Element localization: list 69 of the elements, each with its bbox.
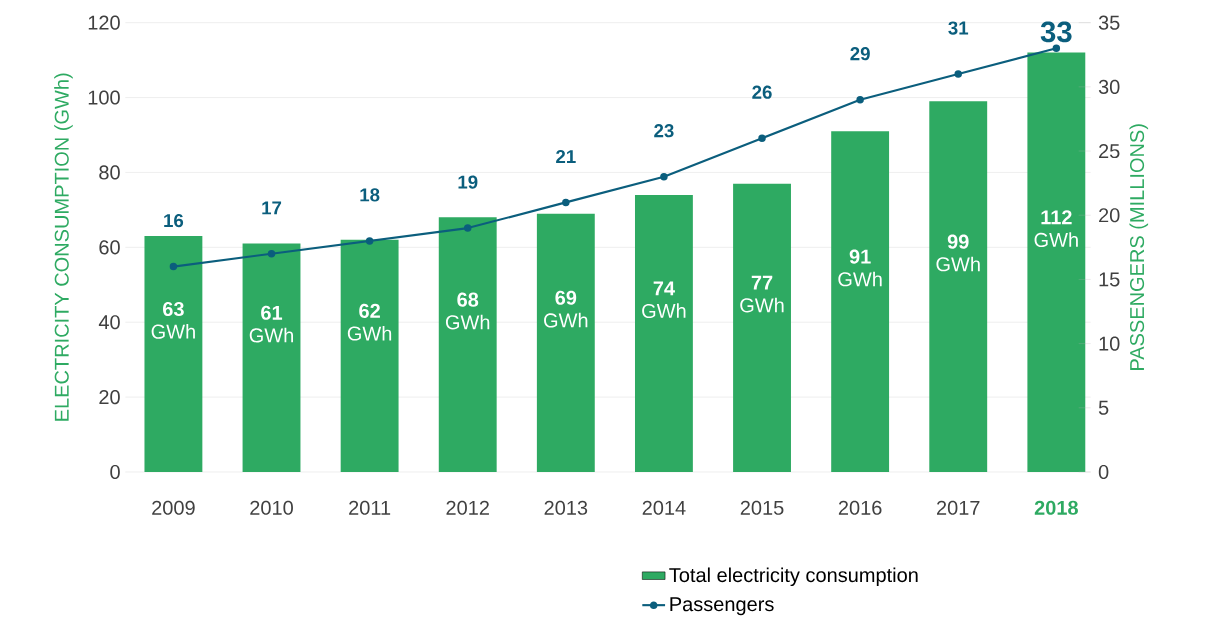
bar xyxy=(634,194,693,472)
point xyxy=(463,224,472,232)
y2-tick-label: 0 xyxy=(1098,464,1109,480)
x-tick-label: 2010 xyxy=(250,500,293,515)
point xyxy=(954,70,962,78)
y2-tick-label: 35 xyxy=(1098,15,1120,30)
data-label: 33 xyxy=(1040,21,1072,43)
y-tick-label: 20 xyxy=(99,390,120,405)
bar xyxy=(1027,52,1086,472)
data-label: 17 xyxy=(262,201,282,215)
data-label: 18 xyxy=(360,188,380,202)
y2-tick-label: 20 xyxy=(1099,208,1120,223)
data-label: 19 xyxy=(458,175,478,189)
point xyxy=(856,95,864,104)
data-label: 21 xyxy=(556,149,576,164)
x-tick-label: 2015 xyxy=(740,500,784,515)
x-tick-label: 2014 xyxy=(642,500,686,515)
x-tick-label: 2018 xyxy=(1034,500,1078,515)
point xyxy=(758,134,766,142)
bar xyxy=(929,101,988,472)
data-label: 26 xyxy=(752,85,772,99)
y-tick-label: 80 xyxy=(99,165,120,180)
y2-tick-label: 5 xyxy=(1098,400,1109,415)
data-label: 16 xyxy=(164,213,184,228)
x-tick-label: 2009 xyxy=(152,500,195,515)
y-tick-label: 100 xyxy=(88,90,120,105)
data-label: 63 GWh xyxy=(151,301,195,339)
y2-tick-label: 25 xyxy=(1099,143,1120,159)
point xyxy=(562,198,570,207)
bar xyxy=(144,236,203,472)
legend-label: Total electricity consumption xyxy=(669,567,918,587)
point xyxy=(169,262,178,271)
data-label: 112 GWh xyxy=(1034,210,1078,248)
y-tick-label: 0 xyxy=(110,464,120,480)
data-label: 62 GWh xyxy=(347,303,392,341)
x-tick-label: 2016 xyxy=(838,500,882,515)
y2-tick-label: 30 xyxy=(1098,79,1120,94)
y-tick-label: 60 xyxy=(99,240,120,255)
point xyxy=(365,237,374,245)
bar xyxy=(438,217,497,472)
data-label: 74 GWh xyxy=(642,281,686,319)
y-tick-label: 120 xyxy=(88,15,120,30)
y2-axis-title: PASSENGERS (MILLIONS) xyxy=(1129,124,1149,370)
data-label: 23 xyxy=(654,124,674,138)
y-axis-title: ELECTRICITY CONSUMPTION (GWh) xyxy=(54,73,73,421)
bar xyxy=(831,131,890,472)
x-tick-label: 2012 xyxy=(446,500,489,515)
x-tick-label: 2013 xyxy=(544,500,588,515)
y2-tick-label: 15 xyxy=(1099,272,1120,287)
point xyxy=(660,172,668,181)
y2-tick-label: 10 xyxy=(1099,336,1120,351)
data-label: 77 GWh xyxy=(740,275,784,313)
point xyxy=(267,250,276,258)
legend-label: Passengers xyxy=(670,597,774,616)
data-label: 31 xyxy=(948,21,969,35)
data-label: 69 GWh xyxy=(544,290,588,328)
data-label: 61 GWh xyxy=(249,305,294,343)
bar xyxy=(536,213,595,472)
bar xyxy=(340,239,399,472)
data-label: 68 GWh xyxy=(445,292,490,330)
bar xyxy=(733,183,791,472)
data-label: 91 GWh xyxy=(838,249,882,287)
x-tick-label: 2011 xyxy=(349,500,391,515)
y-tick-label: 40 xyxy=(98,315,120,330)
bar xyxy=(242,243,301,472)
data-label: 99 GWh xyxy=(936,234,980,272)
data-label: 29 xyxy=(850,47,870,61)
point xyxy=(1052,44,1061,53)
x-tick-label: 2017 xyxy=(936,500,980,515)
